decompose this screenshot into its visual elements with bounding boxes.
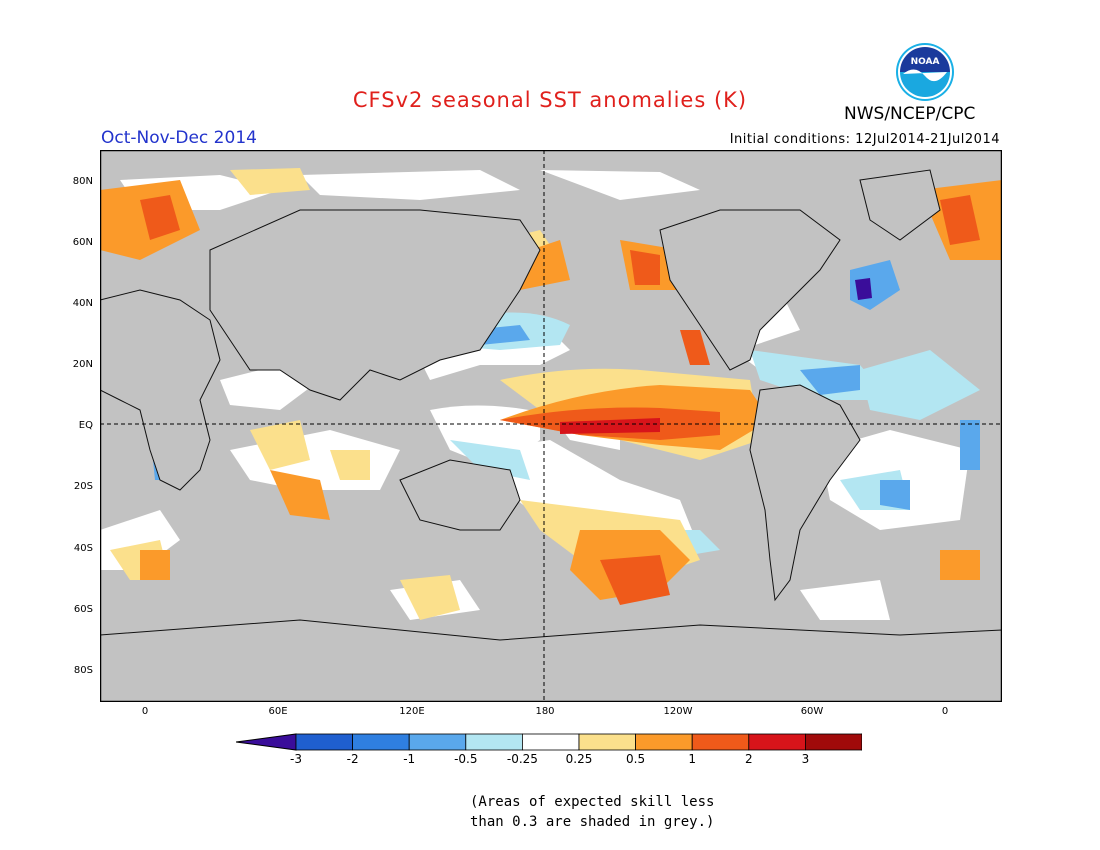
colorbar-label: 2 — [744, 752, 753, 766]
footnote-line-2: than 0.3 are shaded in grey.) — [470, 814, 715, 830]
latitude-label: 20S — [73, 481, 93, 492]
colorbar-label: -1 — [403, 752, 416, 766]
colorbar-segment — [635, 733, 693, 751]
latitude-label: 80S — [73, 665, 93, 676]
agency-label: NWS/NCEP/CPC — [844, 104, 976, 124]
noaa-logo: NOAA — [896, 43, 954, 101]
longitude-label: 60W — [800, 706, 824, 717]
colorbar-segment — [521, 733, 580, 751]
latitude-label: 60N — [72, 237, 93, 248]
sst-anomaly-map — [100, 150, 1002, 702]
season-label: Oct-Nov-Dec 2014 — [101, 128, 257, 148]
colorbar-segment — [805, 733, 862, 751]
deep-blue-region — [855, 278, 872, 300]
north-america — [659, 209, 841, 371]
map-frame — [100, 150, 1002, 702]
longitude-label: 60E — [268, 706, 288, 717]
colorbar-label: 1 — [688, 752, 696, 766]
latitude-label: 80N — [72, 176, 93, 187]
australia — [399, 459, 521, 531]
greenland — [859, 169, 941, 241]
colorbar-arrow-low — [236, 733, 297, 751]
colorbar-label: 3 — [801, 752, 810, 766]
latitude-label: 20N — [72, 359, 93, 370]
continents — [100, 169, 1002, 702]
chart-title: CFSv2 seasonal SST anomalies (K) — [352, 88, 748, 112]
footnote: (Areas of expected skill less than 0.3 a… — [470, 792, 730, 832]
latitude-label: EQ — [78, 420, 93, 431]
longitude-label: 120W — [663, 706, 693, 717]
colorbar-segment — [352, 733, 410, 751]
latitude-label: 40N — [72, 298, 93, 309]
colorbar — [236, 733, 862, 751]
colorbar-segment — [408, 733, 467, 751]
colorbar-label: 0.25 — [565, 752, 593, 766]
colorbar-segment — [465, 733, 523, 751]
longitude-label: 0 — [141, 706, 149, 717]
latitude-label: 40S — [73, 543, 93, 554]
colorbar-segment — [295, 733, 353, 751]
africa-europe — [100, 289, 221, 491]
colorbar-segment — [691, 733, 750, 751]
colorbar-label: -0.25 — [506, 752, 538, 766]
asia — [209, 209, 541, 401]
footnote-line-1: (Areas of expected skill less — [470, 794, 715, 810]
colorbar-label: -2 — [346, 752, 359, 766]
longitude-label: 120E — [399, 706, 425, 717]
colorbar-segment — [748, 733, 806, 751]
colorbar-label: -3 — [290, 752, 302, 766]
colorbar-segment — [578, 733, 636, 751]
longitude-label: 180 — [535, 706, 555, 717]
longitude-label: 0 — [941, 706, 949, 717]
noaa-logo-text: NOAA — [911, 57, 940, 67]
initial-conditions: Initial conditions: 12Jul2014-21Jul2014 — [729, 132, 1000, 147]
colorbar-label: 0.5 — [626, 752, 646, 766]
antarctica — [100, 619, 1002, 702]
dark-red-region — [560, 418, 660, 434]
colorbar-label: -0.5 — [454, 752, 478, 766]
south-america — [749, 384, 861, 602]
latitude-label: 60S — [73, 604, 93, 615]
